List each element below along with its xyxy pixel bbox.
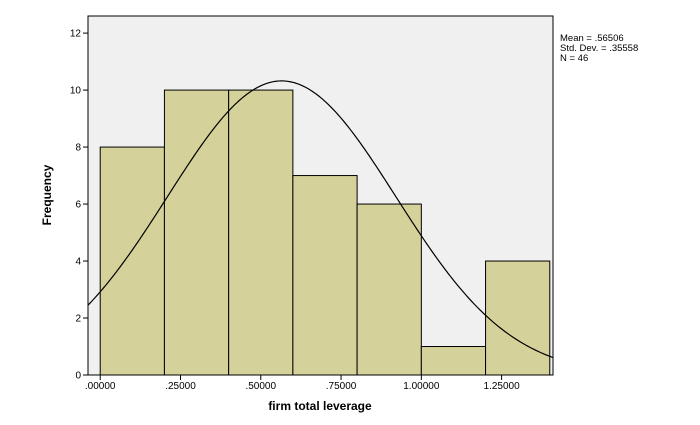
- stats-mean: Mean = .56506: [560, 33, 624, 44]
- histogram-bar-6: [420, 346, 487, 376]
- histogram-bar-1: [99, 146, 165, 376]
- x-tick-label: .00000: [85, 381, 116, 392]
- y-tick-label: 8: [75, 143, 81, 154]
- x-tick-label: .50000: [245, 381, 276, 392]
- bars-group: [99, 89, 551, 376]
- histogram-bar-3: [228, 89, 294, 376]
- y-tick-label: 6: [75, 200, 81, 211]
- histogram-bar-2: [163, 89, 230, 376]
- y-tick-label: 4: [75, 257, 81, 268]
- x-tick-label: .25000: [165, 381, 196, 392]
- y-axis-title: Frequency: [40, 164, 54, 225]
- stats-std-dev: Std. Dev. = .35558: [560, 43, 638, 54]
- x-tick-label: 1.25000: [484, 381, 521, 392]
- y-axis: 0 2 4 6 8 10 12: [70, 29, 88, 382]
- x-axis-title: firm total leverage: [268, 399, 372, 413]
- x-axis: .00000 .25000 .50000 .75000 1.00000 1.25000: [85, 375, 520, 392]
- x-tick-label: 1.00000: [403, 381, 440, 392]
- histogram-bar-4: [292, 175, 358, 376]
- y-tick-label: 12: [70, 29, 82, 40]
- normal-curve: [87, 80, 554, 359]
- x-tick-label: .75000: [326, 381, 357, 392]
- y-tick-label: 0: [75, 371, 81, 382]
- y-tick-label: 10: [70, 86, 82, 97]
- stats-n: N = 46: [560, 53, 588, 64]
- y-tick-label: 2: [75, 314, 81, 325]
- histogram-bar-7: [485, 260, 551, 376]
- histogram-bar-5: [356, 203, 422, 376]
